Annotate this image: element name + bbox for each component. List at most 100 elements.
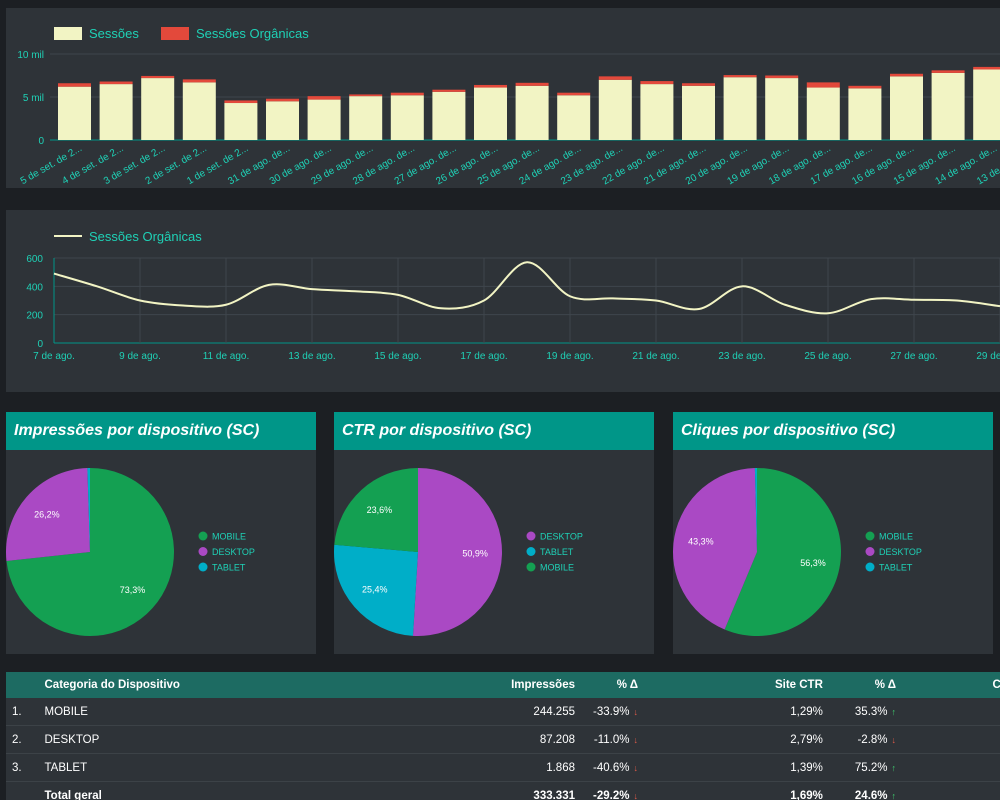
line-point[interactable]: [782, 302, 788, 308]
line-point[interactable]: [825, 310, 831, 316]
bar-sessions[interactable]: [349, 96, 383, 140]
organic-sessions-line[interactable]: [53, 261, 1000, 315]
bar-legend[interactable]: Sessões Sessões Orgânicas: [54, 26, 309, 41]
pie-slice-desktop[interactable]: [673, 468, 757, 630]
pie-legend[interactable]: DESKTOP TABLET MOBILE: [526, 531, 583, 573]
bar-organic[interactable]: [182, 79, 216, 83]
bar-organic[interactable]: [640, 81, 674, 85]
bar-sessions[interactable]: [640, 84, 674, 140]
bar-organic[interactable]: [307, 96, 341, 100]
bar-sessions[interactable]: [557, 95, 591, 140]
line-legend[interactable]: Sessões Orgânicas: [54, 229, 202, 244]
bar-sessions[interactable]: [141, 78, 175, 140]
line-point[interactable]: [610, 295, 616, 301]
bar-organic[interactable]: [58, 83, 91, 87]
bar-sessions[interactable]: [973, 69, 1000, 140]
bar-sessions[interactable]: [99, 84, 133, 140]
bar-organic[interactable]: [765, 75, 799, 79]
bar-organic[interactable]: [224, 100, 258, 104]
pie-slice-mobile[interactable]: [724, 468, 841, 636]
bar-sessions[interactable]: [515, 85, 549, 140]
impressions-delta-header[interactable]: % Δ: [616, 679, 638, 691]
line-point[interactable]: [352, 288, 358, 294]
line-point[interactable]: [653, 298, 659, 304]
line-point[interactable]: [954, 298, 960, 304]
row-index: [6, 782, 39, 800]
line-point[interactable]: [223, 302, 229, 308]
pie-slice-mobile[interactable]: [6, 468, 175, 636]
line-point[interactable]: [309, 286, 315, 292]
line-point[interactable]: [180, 302, 186, 308]
bar-sessions[interactable]: [598, 79, 632, 140]
site-ctr-header[interactable]: Site CTR: [774, 679, 823, 691]
row-index: 1.: [6, 698, 39, 726]
bar-organic[interactable]: [723, 75, 757, 78]
line-point[interactable]: [868, 296, 874, 302]
table-row[interactable]: 2. DESKTOP 87.208 -11.0% ↓ 2,79% -2.8% ↓: [6, 725, 1000, 754]
bar-organic[interactable]: [390, 92, 424, 96]
bar-sessions[interactable]: [432, 91, 466, 140]
bar-organic[interactable]: [99, 81, 133, 85]
bar-sessions[interactable]: [58, 86, 91, 140]
bar-organic[interactable]: [432, 89, 466, 92]
bar-organic[interactable]: [266, 98, 299, 102]
bar-sessions[interactable]: [931, 72, 965, 140]
pie-legend[interactable]: MOBILE DESKTOP TABLET: [865, 531, 922, 573]
bar-sessions[interactable]: [723, 77, 757, 140]
bar-organic[interactable]: [931, 70, 965, 73]
bar-organic[interactable]: [141, 75, 175, 79]
table-row[interactable]: 3. TABLET 1.868 -40.6% ↓ 1,39% 75.2% ↑: [6, 753, 1000, 782]
line-point[interactable]: [524, 259, 530, 265]
pie-slice-tablet[interactable]: [334, 544, 418, 636]
line-point[interactable]: [94, 283, 100, 289]
impressions-header[interactable]: Impressões: [511, 679, 575, 691]
pie-slice-desktop[interactable]: [412, 468, 502, 636]
bar-organic[interactable]: [474, 84, 507, 88]
line-point[interactable]: [266, 282, 272, 288]
bar-sessions[interactable]: [890, 76, 923, 140]
table-row[interactable]: 1. MOBILE 244.255 -33.9% ↓ 1,29% 35.3% ↑: [6, 698, 1000, 726]
bar-organic[interactable]: [515, 82, 549, 86]
line-point[interactable]: [137, 298, 143, 304]
category-header[interactable]: Categoria do Dispositivo: [44, 679, 180, 691]
clicks-header[interactable]: Click: [992, 679, 1000, 691]
index-header: [6, 672, 39, 698]
bar-organic[interactable]: [682, 83, 715, 86]
pie-slice-desktop[interactable]: [6, 468, 90, 561]
line-x-tick-label: 19 de ago.: [546, 351, 593, 362]
bar-organic[interactable]: [557, 92, 591, 96]
bar-sessions[interactable]: [806, 87, 840, 140]
bar-sessions[interactable]: [182, 82, 216, 140]
bar-organic[interactable]: [349, 94, 383, 97]
bar-sessions[interactable]: [390, 95, 424, 140]
bar-organic[interactable]: [806, 82, 840, 88]
impressions-by-device-pie: 73,3% 26,2% MOBILE DESKTOP TABLET: [6, 468, 255, 636]
bar-sessions[interactable]: [765, 78, 799, 140]
ctr-delta-header[interactable]: % Δ: [874, 679, 897, 691]
bar-sessions[interactable]: [266, 101, 299, 140]
line-point[interactable]: [911, 297, 917, 303]
bar-sessions[interactable]: [224, 103, 258, 140]
bar-sessions[interactable]: [848, 88, 882, 140]
bar-organic[interactable]: [890, 73, 923, 77]
line-point[interactable]: [567, 293, 573, 299]
bar-sessions[interactable]: [474, 87, 507, 140]
line-point[interactable]: [481, 298, 487, 304]
bar-organic[interactable]: [848, 85, 882, 89]
line-point[interactable]: [395, 292, 401, 298]
bar-organic[interactable]: [973, 66, 1000, 70]
pie-legend-label: MOBILE: [540, 563, 574, 573]
bar-sessions[interactable]: [307, 99, 341, 140]
bar-sessions[interactable]: [682, 85, 715, 140]
pie-slice-tablet[interactable]: [754, 468, 757, 552]
line-point[interactable]: [739, 283, 745, 289]
bar-organic[interactable]: [598, 76, 632, 80]
pie-slice-mobile[interactable]: [334, 468, 418, 552]
pie-legend[interactable]: MOBILE DESKTOP TABLET: [198, 531, 255, 573]
pie-slice-tablet[interactable]: [87, 468, 90, 552]
line-x-tick-label: 23 de ago.: [718, 351, 765, 362]
line-point[interactable]: [438, 305, 444, 311]
line-point[interactable]: [51, 271, 57, 277]
pie-slice-label: 50,9%: [462, 549, 488, 559]
line-point[interactable]: [696, 306, 702, 312]
